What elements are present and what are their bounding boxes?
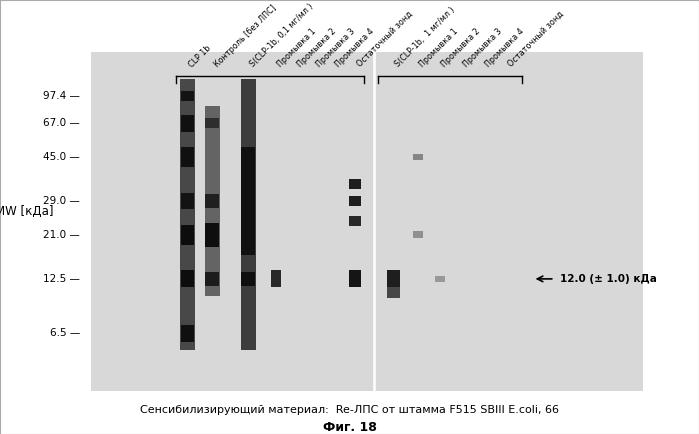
Text: 6.5 —: 6.5 — xyxy=(50,328,80,338)
Bar xyxy=(349,196,361,206)
Bar xyxy=(413,154,423,161)
Text: CLP 1b: CLP 1b xyxy=(187,43,213,69)
Bar xyxy=(206,223,219,247)
Text: Сенсибилизирующий материал:  Re-ЛПС от штамма F515 SBIII E.coli, 66: Сенсибилизирующий материал: Re-ЛПС от шт… xyxy=(140,405,559,415)
Text: Промывка 4: Промывка 4 xyxy=(484,27,526,69)
Bar xyxy=(180,147,194,167)
Text: 45.0 —: 45.0 — xyxy=(43,152,80,162)
Bar xyxy=(349,270,361,287)
Text: Остаточный зонд: Остаточный зонд xyxy=(506,10,565,69)
Text: 12.5 —: 12.5 — xyxy=(43,274,80,284)
Bar xyxy=(180,325,194,342)
Bar xyxy=(180,115,194,132)
Text: Контроль [без ЛПС]: Контроль [без ЛПС] xyxy=(212,3,278,69)
Bar xyxy=(206,272,219,286)
Bar xyxy=(387,270,400,287)
Text: 29.0 —: 29.0 — xyxy=(43,196,80,206)
Bar xyxy=(271,270,281,287)
Text: 21.0 —: 21.0 — xyxy=(43,230,80,240)
Bar xyxy=(206,194,219,208)
Text: 67.0 —: 67.0 — xyxy=(43,118,80,128)
Bar xyxy=(435,276,445,282)
Text: Промывка 2: Промывка 2 xyxy=(295,27,338,69)
Bar xyxy=(206,106,219,296)
Bar xyxy=(240,79,256,350)
Bar xyxy=(180,193,194,210)
Bar xyxy=(180,225,194,245)
Text: 12.0 (± 1.0) кДа: 12.0 (± 1.0) кДа xyxy=(561,274,657,284)
Bar xyxy=(413,231,423,238)
Bar xyxy=(180,79,195,350)
Bar xyxy=(349,179,361,189)
Bar xyxy=(349,216,361,227)
Text: Промывка 1: Промывка 1 xyxy=(418,27,460,69)
Bar xyxy=(206,118,219,128)
Bar xyxy=(180,91,194,101)
Text: MW [кДа]: MW [кДа] xyxy=(0,205,54,218)
Bar xyxy=(241,147,255,255)
Text: S(CLP-1b,  1 мг/мл ): S(CLP-1b, 1 мг/мл ) xyxy=(394,6,457,69)
Text: S(CLP-1b, 0,1 мг/мл ): S(CLP-1b, 0,1 мг/мл ) xyxy=(248,2,315,69)
Text: Промывка 2: Промывка 2 xyxy=(440,27,482,69)
Bar xyxy=(180,270,194,287)
Text: Остаточный зонд: Остаточный зонд xyxy=(355,10,414,69)
Text: Фиг. 18: Фиг. 18 xyxy=(322,421,377,434)
Text: 97.4 —: 97.4 — xyxy=(43,91,80,101)
Text: Промывка 1: Промывка 1 xyxy=(276,27,318,69)
Bar xyxy=(241,272,255,286)
Text: Промывка 4: Промывка 4 xyxy=(334,27,376,69)
Text: Промывка 3: Промывка 3 xyxy=(462,27,504,69)
Text: Промывка 3: Промывка 3 xyxy=(315,27,356,69)
Bar xyxy=(387,287,400,298)
